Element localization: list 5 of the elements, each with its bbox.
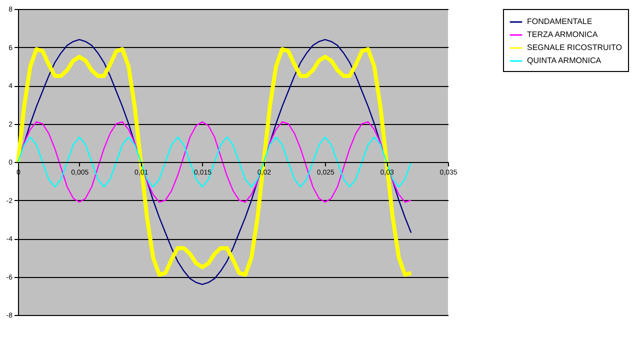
legend-label: QUINTA ARMONICA [527, 56, 602, 65]
legend-label: SEGNALE RICOSTRUITO [527, 43, 622, 52]
legend-label: FONDAMENTALE [527, 17, 592, 26]
line-series [17, 136, 412, 188]
legend-label: TERZA ARMONICA [527, 30, 598, 39]
